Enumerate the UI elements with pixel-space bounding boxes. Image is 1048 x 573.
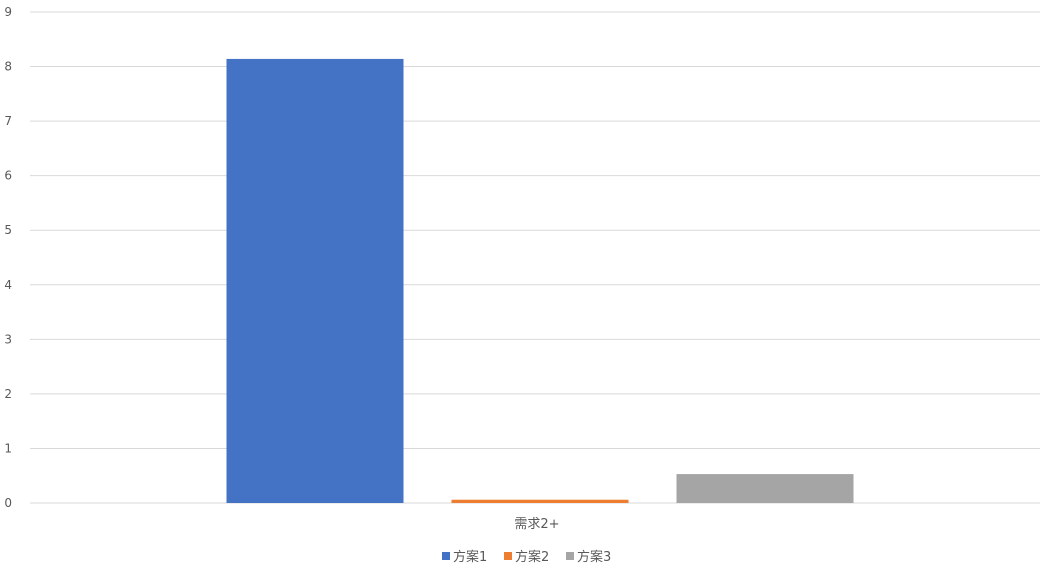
y-tick-label: 0 bbox=[4, 496, 12, 510]
legend-label: 方案3 bbox=[577, 549, 611, 565]
legend-label: 方案1 bbox=[453, 549, 487, 565]
y-tick-label: 8 bbox=[4, 60, 12, 74]
y-tick-label: 6 bbox=[4, 169, 12, 183]
bar-方案3 bbox=[676, 474, 854, 503]
bar-方案2 bbox=[451, 499, 629, 503]
y-tick-label: 2 bbox=[4, 387, 12, 401]
legend-swatch bbox=[504, 552, 512, 560]
x-tick-label: 需求2+ bbox=[514, 517, 559, 532]
legend-label: 方案2 bbox=[515, 549, 549, 565]
bar-方案1 bbox=[226, 58, 404, 503]
y-tick-label: 5 bbox=[4, 223, 12, 237]
legend-swatch bbox=[566, 552, 574, 560]
y-tick-label: 7 bbox=[4, 114, 12, 128]
y-tick-label: 9 bbox=[4, 5, 12, 19]
legend-swatch bbox=[442, 552, 450, 560]
y-tick-label: 3 bbox=[4, 332, 12, 346]
y-tick-label: 4 bbox=[4, 278, 12, 292]
y-tick-label: 1 bbox=[4, 441, 12, 455]
